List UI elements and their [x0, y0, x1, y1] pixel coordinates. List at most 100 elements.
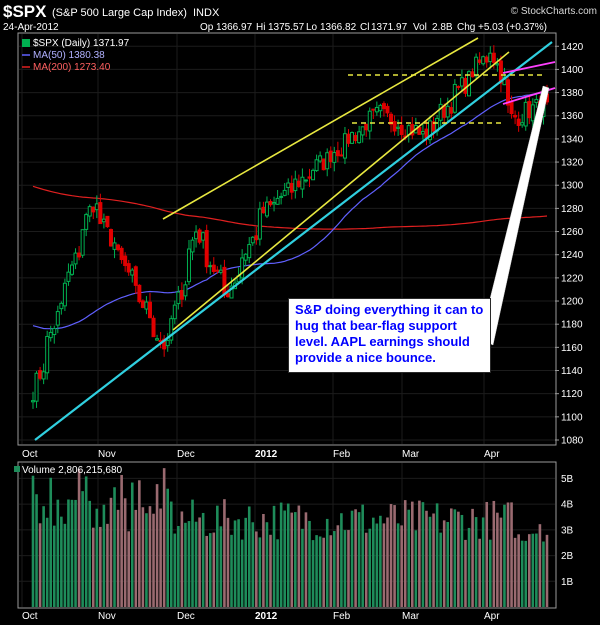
- candle-body: [464, 79, 467, 94]
- candle-body: [368, 111, 371, 131]
- candle-body: [63, 283, 66, 306]
- volume-bar: [326, 519, 329, 607]
- volume-bar: [64, 524, 67, 607]
- ohlc-cl-value: 1371.97: [371, 22, 408, 33]
- volume-bar: [500, 518, 503, 607]
- volume-bar: [524, 541, 527, 607]
- candle-body: [173, 305, 176, 319]
- candle-body: [166, 341, 169, 346]
- ohlc-op-label: Op: [200, 22, 214, 33]
- volume-bar: [482, 517, 485, 607]
- volume-bar: [173, 534, 176, 607]
- candle-body: [297, 181, 300, 186]
- candle-body: [106, 216, 109, 226]
- candle-body: [294, 179, 297, 190]
- volume-bar: [496, 513, 499, 607]
- candle-body: [138, 285, 141, 301]
- volume-bar: [422, 502, 425, 607]
- volume-bar: [461, 515, 464, 607]
- volume-bar: [386, 517, 389, 607]
- candle-body: [312, 170, 315, 179]
- volume-bar: [42, 506, 45, 607]
- ohlc-lo-value: 1366.82: [320, 22, 357, 33]
- volume-bar: [312, 540, 315, 607]
- volume-bar: [71, 500, 74, 607]
- candle-body: [198, 230, 201, 242]
- candle-body: [343, 134, 346, 158]
- volume-bar: [241, 540, 244, 607]
- volume-y-tick-label: 2B: [561, 551, 574, 562]
- price-y-tick-label: 1320: [561, 158, 584, 169]
- candle-body: [223, 267, 226, 295]
- volume-bar: [454, 509, 457, 607]
- volume-x-tick-label: Oct: [22, 611, 38, 622]
- chart-symbol: $SPX: [3, 2, 47, 21]
- candle-body: [187, 249, 190, 282]
- volume-bar: [216, 506, 219, 607]
- chart-exchange: INDX: [193, 7, 220, 19]
- volume-bar: [276, 539, 279, 607]
- volume-bar: [319, 536, 322, 607]
- ohlc-hi-value: 1375.57: [268, 22, 305, 33]
- volume-bar: [113, 487, 116, 607]
- price-y-tick-label: 1240: [561, 250, 584, 261]
- volume-bar: [471, 509, 474, 607]
- volume-bar: [337, 525, 340, 607]
- candle-body: [248, 245, 251, 258]
- volume-bar: [205, 536, 208, 607]
- candle-body: [340, 155, 343, 156]
- candle-body: [56, 312, 59, 326]
- volume-bar: [280, 503, 283, 607]
- candle-body: [148, 302, 151, 317]
- volume-x-tick-label: Nov: [98, 611, 116, 622]
- candle-body: [326, 153, 329, 169]
- ohlc-cl-label: Cl: [360, 22, 369, 33]
- volume-bar: [142, 507, 145, 607]
- volume-bar: [510, 502, 513, 607]
- price-y-tick-label: 1180: [561, 320, 583, 331]
- candle-body: [485, 57, 488, 62]
- candle-body: [191, 240, 194, 252]
- candle-body: [460, 78, 463, 86]
- volume-bar: [283, 511, 286, 607]
- candle-body: [209, 266, 212, 267]
- volume-bar: [223, 499, 226, 607]
- price-y-tick-label: 1340: [561, 134, 584, 145]
- ohlc-hi-label: Hi: [256, 22, 265, 33]
- candle-body: [333, 153, 336, 163]
- volume-y-tick-label: 5B: [561, 474, 574, 485]
- candle-body: [304, 180, 307, 181]
- candle-body: [492, 53, 495, 62]
- ohlc-vol-label: Vol: [413, 22, 427, 33]
- volume-bar: [237, 519, 240, 607]
- volume-bar: [120, 475, 123, 607]
- candle-body: [301, 177, 304, 189]
- volume-bar: [315, 535, 318, 607]
- price-panel-frame: [18, 33, 556, 445]
- volume-bar: [230, 535, 233, 607]
- candle-body: [290, 184, 293, 193]
- candle-body: [397, 127, 400, 128]
- volume-bar: [39, 523, 42, 607]
- candle-body: [78, 253, 81, 257]
- volume-y-tick-label: 3B: [561, 525, 574, 536]
- price-y-tick-label: 1400: [561, 65, 584, 76]
- volume-bar: [166, 489, 169, 607]
- price-x-tick-label: Feb: [333, 449, 351, 460]
- price-y-tick-label: 1080: [561, 436, 584, 447]
- volume-bar: [301, 529, 304, 607]
- volume-bar: [145, 513, 148, 607]
- candle-body: [351, 133, 354, 144]
- candle-body: [361, 127, 364, 135]
- candle-body: [226, 294, 229, 297]
- volume-bar: [170, 502, 173, 607]
- price-y-tick-label: 1260: [561, 227, 584, 238]
- volume-bar: [450, 508, 453, 607]
- volume-bar: [85, 476, 88, 607]
- candle-body: [386, 106, 389, 112]
- volume-legend-swatch: [14, 466, 20, 472]
- volume-bar: [96, 509, 99, 607]
- price-y-tick-label: 1280: [561, 204, 584, 215]
- candle-body: [49, 332, 52, 337]
- volume-bar: [212, 533, 215, 607]
